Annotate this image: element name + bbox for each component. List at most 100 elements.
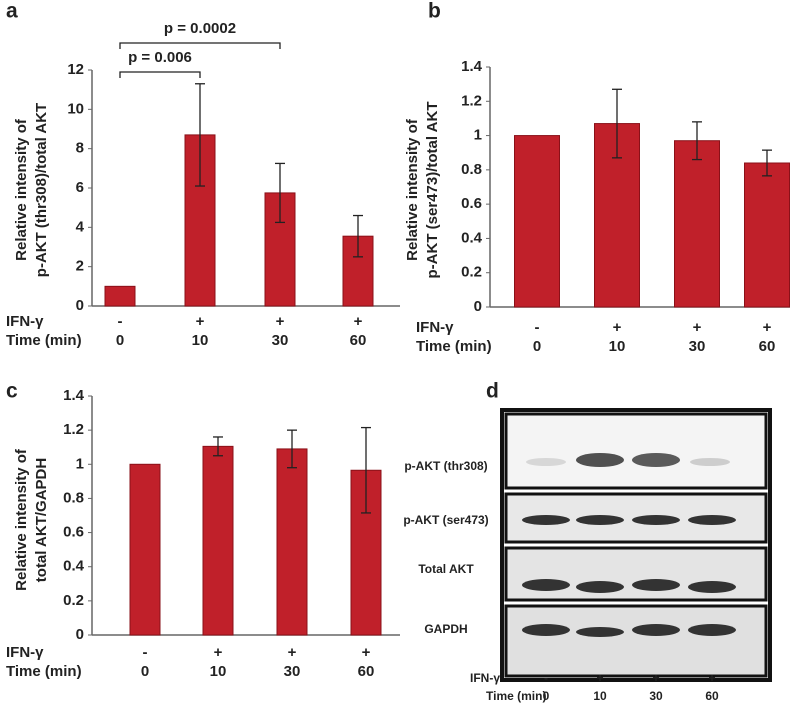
ifn-label: -: [143, 644, 148, 661]
blot-row-label: p-AKT (ser473): [403, 513, 488, 527]
time-label: 0: [543, 689, 550, 703]
y-tick-label: 6: [76, 179, 84, 196]
row-label: Time (min): [6, 663, 82, 680]
row-label: Time (min): [486, 689, 546, 703]
ifn-label: +: [613, 319, 622, 336]
ifn-label: -: [544, 671, 548, 685]
ifn-label: +: [362, 644, 371, 661]
y-tick-label: 1.4: [63, 387, 85, 404]
y-tick-label: 10: [67, 100, 84, 117]
ifn-label: +: [708, 671, 715, 685]
ifn-label: +: [354, 313, 363, 330]
time-label: 30: [649, 689, 663, 703]
x-tick-label: 0: [141, 663, 149, 680]
time-label: 60: [705, 689, 719, 703]
x-tick-label: 30: [689, 338, 706, 355]
bar-chart: c Relative intensity of total AKT/GAPDH 0 0.…: [6, 380, 400, 680]
annotation: p = 0.0002: [164, 20, 236, 37]
error-bar: [692, 121, 702, 161]
error-bar: [275, 162, 285, 224]
ifn-label: +: [763, 319, 772, 336]
y-tick-label: 0: [76, 626, 84, 643]
y-tick-label: 0.2: [461, 264, 482, 281]
x-tick-label: 30: [284, 663, 301, 680]
error-bar: [353, 214, 363, 258]
bar-chart: b Relative intensity of p-AKT (ser473)/tot…: [404, 0, 790, 355]
western-blot: d p-AKT (thr308) p-AKT (ser473) Total AK…: [403, 380, 772, 703]
row-label: IFN-γ: [6, 313, 44, 330]
y-tick-label: 2: [76, 258, 84, 275]
y-tick-label: 1: [474, 127, 482, 144]
y-tick-label: 4: [76, 218, 85, 235]
error-bar: [287, 429, 297, 469]
y-tick-label: 0.2: [63, 592, 84, 609]
y-tick-label: 1.2: [461, 92, 482, 109]
x-tick-label: 60: [350, 332, 367, 349]
x-tick-label: 0: [116, 332, 124, 349]
error-bar: [195, 83, 205, 187]
row-label: Time (min): [6, 332, 82, 349]
y-tick-label: 0: [474, 298, 482, 315]
x-tick-label: 60: [358, 663, 375, 680]
bands: [522, 453, 736, 637]
y-tick-label: 0.4: [63, 558, 85, 575]
time-label: 10: [593, 689, 607, 703]
blot-row: [504, 604, 768, 678]
x-tick-label: 0: [533, 338, 541, 355]
y-tick-label: 12: [67, 61, 84, 78]
bar: [202, 445, 234, 636]
row-label: Time (min): [416, 338, 492, 355]
x-tick-label: 60: [759, 338, 776, 355]
x-tick-label: 10: [192, 332, 209, 349]
bar: [104, 285, 136, 307]
y-tick-label: 8: [76, 140, 84, 157]
bar: [129, 463, 161, 636]
bar-chart: a Relative intensity of p-AKT (thr308)/tot…: [6, 0, 400, 349]
ifn-label: +: [596, 671, 603, 685]
significance-bracket: [119, 71, 201, 78]
row-label: IFN-γ: [470, 671, 500, 685]
y-tick-label: 0: [76, 297, 84, 314]
y-tick-label: 1: [76, 455, 84, 472]
error-bar: [361, 426, 371, 514]
y-axis-title: p-AKT (ser473)/total AKT: [424, 102, 441, 279]
y-tick-label: 0.8: [63, 489, 84, 506]
y-axis-title: Relative intensity of: [13, 448, 30, 591]
ifn-label: -: [118, 313, 123, 330]
significance-bracket: [119, 42, 281, 49]
y-axis-title: p-AKT (thr308)/total AKT: [33, 103, 50, 277]
x-tick-label: 30: [272, 332, 289, 349]
bar: [514, 135, 560, 308]
bar: [350, 469, 382, 636]
y-tick-label: 0.8: [461, 161, 482, 178]
ifn-label: +: [693, 319, 702, 336]
y-tick-label: 0.6: [461, 195, 482, 212]
y-axis-title: total AKT/GAPDH: [33, 458, 50, 582]
bar: [744, 162, 790, 308]
bar: [674, 140, 720, 308]
row-label: IFN-γ: [416, 319, 454, 336]
blot-row-label: Total AKT: [418, 562, 474, 576]
ifn-label: +: [276, 313, 285, 330]
ifn-label: +: [196, 313, 205, 330]
y-tick-label: 1.4: [461, 58, 483, 75]
blot-row: [504, 412, 768, 490]
ifn-label: +: [652, 671, 659, 685]
blot-row: [504, 546, 768, 602]
x-tick-label: 10: [210, 663, 227, 680]
blot-row-label: p-AKT (thr308): [404, 459, 487, 473]
panel-label: c: [6, 380, 18, 403]
ifn-label: +: [214, 644, 223, 661]
annotation: p = 0.006: [128, 49, 192, 66]
blot-row-label: GAPDH: [424, 622, 467, 636]
ifn-label: -: [535, 319, 540, 336]
y-tick-label: 0.4: [461, 229, 483, 246]
y-tick-label: 1.2: [63, 421, 84, 438]
row-label: IFN-γ: [6, 644, 44, 661]
bar: [276, 448, 308, 636]
y-axis-title: Relative intensity of: [404, 118, 421, 261]
error-bar: [213, 436, 223, 457]
panel-label: b: [428, 0, 441, 23]
panel-label: a: [6, 0, 18, 23]
